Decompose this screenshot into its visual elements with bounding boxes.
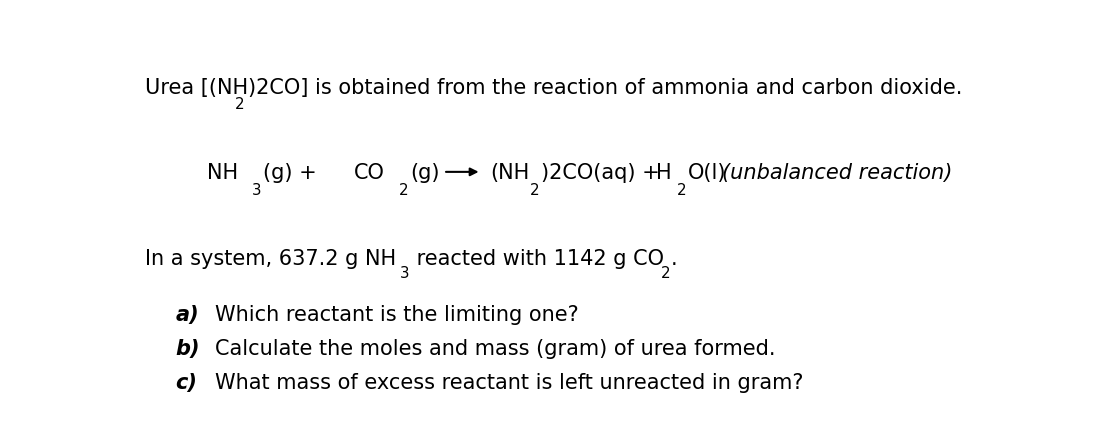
Text: 2: 2 bbox=[235, 97, 245, 113]
Text: Which reactant is the limiting one?: Which reactant is the limiting one? bbox=[215, 305, 579, 325]
Text: c): c) bbox=[176, 373, 197, 393]
Text: In a system, 637.2 g NH: In a system, 637.2 g NH bbox=[145, 249, 396, 268]
Text: H: H bbox=[656, 163, 671, 183]
Text: (unbalanced reaction): (unbalanced reaction) bbox=[722, 163, 952, 183]
Text: 2: 2 bbox=[530, 183, 540, 198]
Text: a): a) bbox=[176, 305, 199, 325]
Text: )2CO(aq) +: )2CO(aq) + bbox=[541, 163, 659, 183]
Text: 2: 2 bbox=[660, 266, 670, 281]
Text: 2: 2 bbox=[399, 183, 408, 198]
Text: 3: 3 bbox=[399, 266, 409, 281]
Text: O(l): O(l) bbox=[688, 163, 726, 183]
Text: reacted with 1142 g CO: reacted with 1142 g CO bbox=[410, 249, 664, 268]
Text: (NH: (NH bbox=[490, 163, 529, 183]
Text: (g) +: (g) + bbox=[263, 163, 317, 183]
Text: (g): (g) bbox=[410, 163, 440, 183]
Text: NH: NH bbox=[207, 163, 238, 183]
Text: )2CO] is obtained from the reaction of ammonia and carbon dioxide.: )2CO] is obtained from the reaction of a… bbox=[248, 78, 962, 98]
Text: Calculate the moles and mass (gram) of urea formed.: Calculate the moles and mass (gram) of u… bbox=[215, 339, 776, 359]
Text: Urea [(NH: Urea [(NH bbox=[145, 78, 248, 98]
Text: CO: CO bbox=[354, 163, 385, 183]
Text: .: . bbox=[671, 249, 678, 268]
Text: 2: 2 bbox=[677, 183, 687, 198]
Text: 3: 3 bbox=[252, 183, 261, 198]
Text: What mass of excess reactant is left unreacted in gram?: What mass of excess reactant is left unr… bbox=[215, 373, 804, 393]
Text: b): b) bbox=[176, 339, 200, 359]
